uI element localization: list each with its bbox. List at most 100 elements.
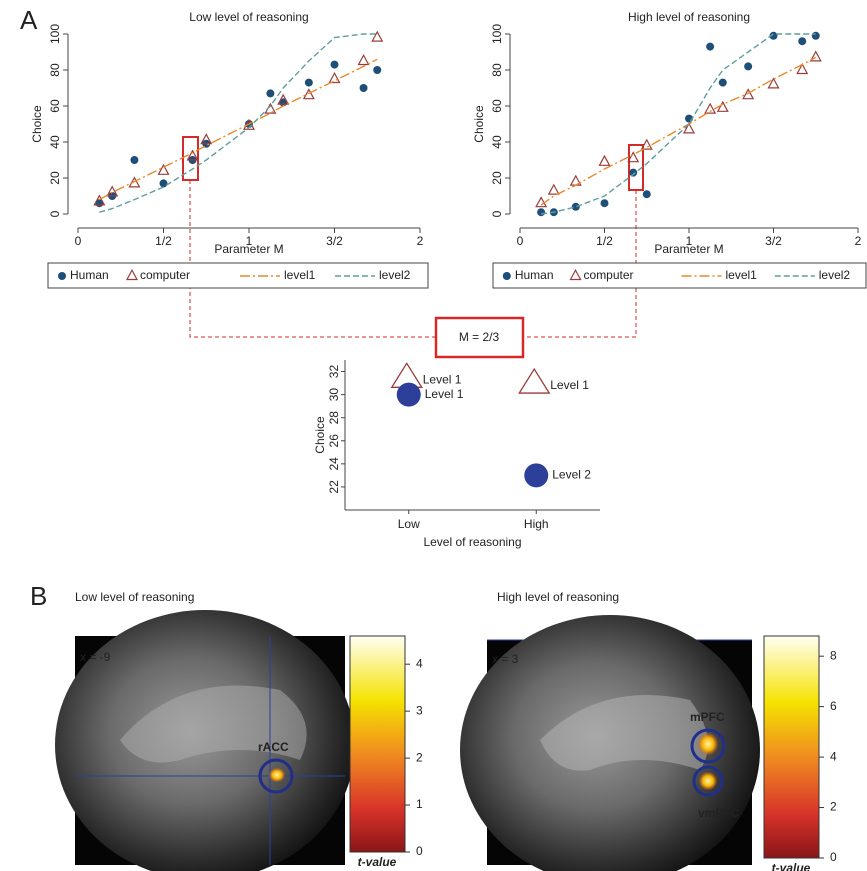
point [328, 71, 341, 84]
region-label: rACC [258, 740, 289, 754]
y-tick-label: 80 [48, 63, 62, 77]
x-tick-label: 1 [686, 234, 693, 248]
x-tick-label: 1/2 [155, 234, 172, 248]
x-tick-label: 1/2 [596, 234, 613, 248]
x-axis-label: Parameter M [654, 242, 723, 256]
x-axis-label: Level of reasoning [423, 535, 521, 549]
panel-label: A [20, 5, 38, 35]
point [640, 138, 653, 150]
point [598, 154, 611, 166]
point [157, 163, 170, 175]
colorbar-tick-label: 4 [416, 656, 423, 670]
colorbar-tick-label: 0 [830, 850, 837, 864]
colorbar-tick-label: 3 [416, 703, 423, 717]
legend-swatch [569, 268, 582, 281]
point [518, 367, 551, 394]
x-tick-label: 3/2 [326, 234, 343, 248]
point [704, 102, 717, 114]
colorbar [763, 635, 820, 859]
panel-label: B [30, 581, 47, 611]
x-tick-label: 3/2 [765, 234, 782, 248]
x-tick-label: 0 [75, 234, 82, 248]
point [266, 89, 275, 98]
point [93, 194, 106, 206]
point [357, 53, 370, 66]
x-tick-label: Low [398, 517, 420, 531]
x-tick-label: High [524, 517, 549, 531]
colorbar-tick-label: 0 [416, 844, 423, 858]
point [547, 183, 560, 195]
series-line [99, 58, 378, 201]
chart-title: Low level of reasoning [189, 10, 308, 24]
point [682, 122, 696, 134]
y-tick-label: 0 [490, 210, 504, 217]
y-tick-label: 20 [48, 171, 62, 185]
y-tick-label: 40 [48, 135, 62, 149]
point [535, 196, 548, 208]
point [642, 190, 651, 199]
y-tick-label: 30 [327, 388, 341, 402]
panel-title: Low level of reasoning [75, 590, 194, 604]
y-axis-label: Choice [313, 416, 327, 454]
legend-label: level1 [284, 268, 316, 282]
point [796, 62, 809, 75]
point [798, 37, 807, 46]
point [524, 463, 549, 488]
point-label: Level 1 [423, 372, 462, 386]
point [159, 179, 168, 188]
point [302, 88, 315, 100]
y-tick-label: 28 [327, 411, 341, 425]
point [629, 168, 638, 177]
region-label: mPFC [690, 710, 725, 724]
legend-label: level1 [726, 268, 758, 282]
colorbar-tick-label: 6 [830, 699, 837, 713]
colorbar-tick-label: 2 [830, 800, 837, 814]
legend-swatch [502, 272, 511, 280]
y-tick-label: 60 [48, 99, 62, 113]
point [571, 202, 580, 211]
colorbar-tick-label: 1 [416, 797, 423, 811]
y-tick-label: 60 [490, 99, 504, 113]
point [373, 66, 382, 74]
x-tick-label: 1 [246, 234, 253, 248]
x-tick-label: 2 [855, 234, 862, 248]
region-label: vmPFC [698, 806, 740, 820]
point [811, 31, 820, 40]
point [200, 133, 213, 145]
point-label: Level 1 [425, 387, 464, 401]
point [600, 199, 609, 208]
y-tick-label: 100 [490, 24, 504, 44]
point [537, 208, 546, 217]
annotation: M = 2/3 [459, 330, 500, 344]
y-tick-label: 100 [48, 24, 62, 44]
point [809, 50, 822, 62]
legend-label: Human [70, 268, 109, 282]
colorbar-tick-label: 2 [416, 750, 423, 764]
point-label: Level 1 [550, 378, 589, 392]
colorbar-tick-label: 8 [830, 648, 837, 662]
y-tick-label: 80 [490, 63, 504, 77]
point [767, 77, 780, 89]
point [769, 31, 778, 40]
connectors [182, 136, 644, 359]
point [371, 30, 384, 42]
colorbar-label: t-value [772, 861, 811, 871]
y-tick-label: 0 [48, 210, 62, 217]
y-tick-label: 26 [327, 434, 341, 448]
legend-swatch [125, 268, 139, 281]
y-tick-label: 20 [490, 171, 504, 185]
colorbar-tick-label: 4 [830, 749, 837, 763]
point [627, 151, 640, 163]
chart-title: High level of reasoning [628, 10, 750, 24]
series-line [540, 56, 817, 206]
y-tick-label: 32 [327, 365, 341, 379]
point [716, 100, 729, 112]
colorbar-label: t-value [358, 855, 397, 869]
slice-coord: x = -9 [80, 650, 111, 664]
point [264, 102, 277, 114]
point [706, 42, 715, 51]
colorbar [349, 635, 406, 853]
x-tick-label: 0 [517, 234, 524, 248]
point [718, 78, 727, 87]
